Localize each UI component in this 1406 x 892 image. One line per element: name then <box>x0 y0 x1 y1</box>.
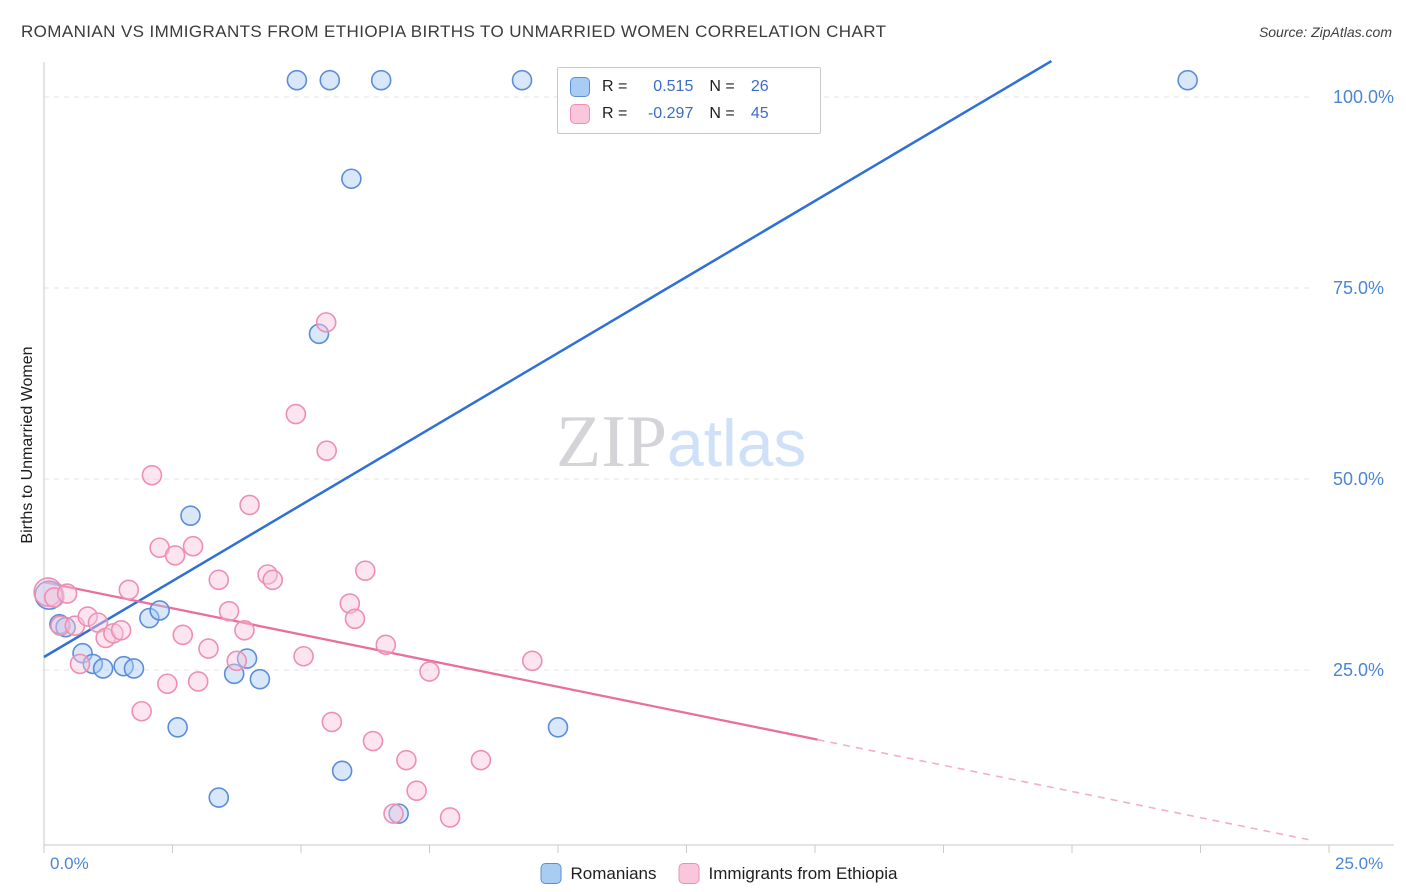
legend-row-romanians: R = 0.515 N = 26 <box>570 77 808 97</box>
data-point-romanians <box>249 668 271 690</box>
data-point-ethiopia <box>131 700 152 722</box>
data-point-romanians <box>223 663 245 685</box>
data-point-ethiopia <box>110 619 132 641</box>
data-point-ethiopia <box>470 749 492 771</box>
data-point-ethiopia <box>439 807 461 828</box>
data-point-romanians <box>511 69 533 91</box>
series-legend: Romanians Immigrants from Ethiopia <box>540 863 898 884</box>
legend-item-romanians: Romanians <box>540 863 657 884</box>
data-point-romanians <box>167 716 188 738</box>
data-point-ethiopia <box>56 583 78 604</box>
y-tick-label: 50.0% <box>1333 469 1384 489</box>
trend-line-extension <box>817 738 1312 841</box>
data-point-ethiopia <box>234 619 255 641</box>
trend-line <box>43 59 1053 659</box>
data-point-ethiopia <box>157 673 178 695</box>
data-point-romanians <box>319 69 341 91</box>
trend-line <box>43 581 818 741</box>
romanians-swatch <box>570 77 590 97</box>
data-point-ethiopia <box>285 403 307 425</box>
data-point-ethiopia <box>383 803 404 824</box>
r-value-ethiopia: -0.297 <box>647 105 694 122</box>
data-point-ethiopia <box>419 661 440 682</box>
data-point-ethiopia <box>187 671 209 692</box>
data-point-ethiopia <box>321 711 343 733</box>
data-point-romanians <box>388 803 409 824</box>
data-point-romanians <box>341 168 362 190</box>
data-point-ethiopia <box>69 653 91 675</box>
data-point-ethiopia <box>521 650 543 672</box>
r-label: R = <box>602 105 628 122</box>
data-point-ethiopia <box>198 638 219 659</box>
data-point-ethiopia <box>182 535 204 557</box>
n-value-ethiopia: 45 <box>750 105 769 122</box>
r-value-romanians: 0.515 <box>653 78 694 95</box>
data-point-romanians <box>139 607 160 629</box>
data-point-ethiopia <box>344 608 366 630</box>
r-label: R = <box>602 78 628 95</box>
data-point-ethiopia <box>172 624 194 646</box>
data-point-ethiopia <box>339 593 361 614</box>
data-point-ethiopia <box>293 645 314 667</box>
data-point-ethiopia <box>218 600 240 622</box>
data-point-ethiopia <box>77 606 98 627</box>
data-point-romanians <box>123 658 145 679</box>
n-value-romanians: 26 <box>750 78 769 95</box>
ethiopia-swatch <box>570 104 590 124</box>
legend-label-ethiopia: Immigrants from Ethiopia <box>708 863 898 883</box>
data-point-ethiopia <box>362 730 384 752</box>
legend-label-romanians: Romanians <box>570 863 657 883</box>
data-point-ethiopia <box>315 312 337 333</box>
data-point-ethiopia <box>354 560 376 581</box>
y-tick-label: 25.0% <box>1333 660 1384 680</box>
data-point-romanians <box>92 658 114 679</box>
data-point-ethiopia <box>262 569 284 591</box>
data-point-ethiopia <box>208 569 230 591</box>
data-point-romanians <box>1177 69 1198 91</box>
correlation-legend-box: R = 0.515 N = 26 R = -0.297 N = 45 <box>557 67 821 134</box>
source-attribution: Source: ZipAtlas.com <box>1258 24 1392 40</box>
y-tick-label: 100.0% <box>1333 87 1394 107</box>
data-point-ethiopia <box>239 494 260 516</box>
data-point-romanians <box>308 323 330 345</box>
legend-item-ethiopia: Immigrants from Ethiopia <box>678 863 898 884</box>
data-point-romanians <box>149 600 170 621</box>
data-point-romanians <box>208 787 230 808</box>
watermark: ZIPatlas <box>556 401 806 483</box>
n-label: N = <box>709 105 735 122</box>
legend-row-ethiopia: R = -0.297 N = 45 <box>570 104 808 124</box>
data-point-ethiopia <box>141 464 163 486</box>
data-point-ethiopia <box>226 650 248 672</box>
data-point-ethiopia <box>164 545 186 566</box>
data-point-romanians <box>286 69 308 91</box>
data-point-ethiopia <box>316 440 338 462</box>
data-point-ethiopia <box>406 780 427 802</box>
data-point-ethiopia <box>50 615 71 636</box>
data-point-ethiopia <box>396 749 417 771</box>
x-tick-label: 25.0% <box>1335 854 1383 873</box>
data-point-romanians <box>547 716 569 738</box>
n-label: N = <box>709 78 735 95</box>
romanians-legend-swatch <box>540 863 562 884</box>
data-point-romanians <box>370 69 392 91</box>
data-point-romanians <box>180 505 201 526</box>
chart-title: ROMANIAN VS IMMIGRANTS FROM ETHIOPIA BIR… <box>21 22 887 41</box>
data-point-romanians <box>331 760 353 782</box>
data-point-ethiopia <box>43 587 65 608</box>
data-point-ethiopia <box>375 634 397 656</box>
y-tick-label: 75.0% <box>1333 278 1384 298</box>
data-point-ethiopia <box>118 579 140 601</box>
x-tick-label: 0.0% <box>50 854 89 873</box>
ethiopia-legend-swatch <box>678 863 700 884</box>
